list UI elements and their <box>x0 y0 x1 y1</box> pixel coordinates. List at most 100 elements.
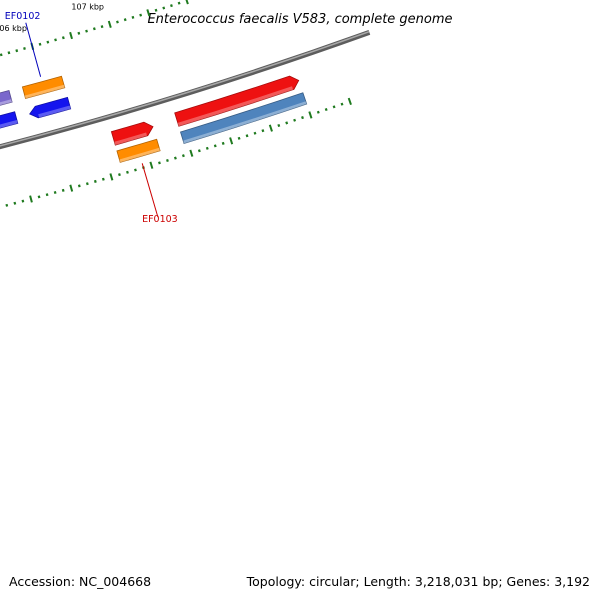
accession-text: Accession: NC_004668 <box>9 574 151 589</box>
outer-scale-tick <box>285 121 289 125</box>
backbone-arc <box>0 30 371 150</box>
gene-block <box>21 75 66 99</box>
outer-scale-tick <box>301 116 304 120</box>
inner-scale-tick <box>146 9 151 17</box>
inner-scale-tick <box>77 31 81 35</box>
feature-f6 <box>21 75 72 119</box>
inner-scale-tick <box>154 8 158 12</box>
outer-scale-tick <box>229 137 234 145</box>
inner-scale-tick <box>46 40 50 44</box>
feature-f8 <box>174 75 308 144</box>
inner-scale-tick <box>85 29 88 33</box>
inner-scale-tick <box>92 27 96 31</box>
outer-scale-tick <box>101 177 105 181</box>
outer-scale-tick <box>245 134 249 138</box>
gene-block <box>0 90 13 106</box>
inner-scale-tick <box>185 0 189 5</box>
outer-scale-tick <box>340 102 344 106</box>
outer-scale-tick <box>308 111 313 119</box>
gene-block <box>180 92 308 144</box>
outer-scale-tick <box>253 131 257 135</box>
feature-f5 <box>0 90 19 129</box>
outer-scale-tick <box>213 144 217 148</box>
gene-highlight <box>0 99 13 106</box>
outer-scale-tick <box>61 188 65 192</box>
cds-arrow <box>174 75 300 127</box>
backbone-highlight <box>0 30 370 147</box>
outer-scale-tick <box>118 173 121 177</box>
outer-scale-tick <box>85 182 89 186</box>
inner-scale-tick <box>7 51 11 55</box>
outer-scale-tick <box>261 129 265 133</box>
inner-scale-tick <box>61 36 65 40</box>
outer-scale-tick <box>173 156 177 160</box>
gene-highlight <box>24 84 65 99</box>
inner-scale-tick <box>170 4 173 8</box>
outer-scale-tick <box>237 136 241 140</box>
scale-ticks <box>0 0 352 209</box>
gene-highlight <box>119 147 161 163</box>
inner-scale-tick <box>131 15 135 19</box>
cds-arrow <box>29 96 72 119</box>
outer-scale-tick <box>37 195 41 199</box>
gene-highlight <box>183 101 307 144</box>
outer-scale-tick <box>181 154 185 158</box>
scale-label: 107 kbp <box>71 2 104 11</box>
inner-scale-tick <box>116 20 119 24</box>
inner-scale-tick <box>15 49 19 53</box>
cds-highlight <box>0 120 18 129</box>
outer-scale-tick <box>189 149 194 157</box>
outer-scale-tick <box>126 170 129 174</box>
outer-scale-tick <box>324 108 328 112</box>
map-title: Enterococcus faecalis V583, complete gen… <box>147 12 452 27</box>
outer-scale-tick <box>45 193 49 197</box>
topology-text: Topology: circular; Length: 3,218,031 bp… <box>246 574 590 589</box>
inner-scale-tick <box>162 6 166 10</box>
outer-scale-tick <box>205 146 209 150</box>
outer-scale-tick <box>268 124 273 132</box>
outer-scale-tick <box>77 184 81 188</box>
cds-highlight <box>38 105 71 118</box>
outer-scale-tick <box>221 141 225 145</box>
outer-scale-tick <box>29 195 33 203</box>
label-leader <box>141 163 159 218</box>
feature-tracks <box>0 75 308 163</box>
inner-scale-tick <box>123 18 127 22</box>
scale-label: 106 kbp <box>0 24 27 33</box>
cds-arrow <box>110 121 154 146</box>
cds-highlight <box>177 86 294 127</box>
outer-scale-tick <box>149 161 154 169</box>
outer-scale-tick <box>158 161 161 165</box>
outer-scale-tick <box>134 168 137 172</box>
outer-scale-tick <box>166 158 169 163</box>
inner-scale-tick <box>23 47 26 50</box>
backbone-ring <box>0 30 371 150</box>
outer-scale-tick <box>13 201 17 205</box>
inner-scale-tick <box>107 20 112 28</box>
outer-scale-tick <box>316 110 320 114</box>
outer-scale-tick <box>5 203 9 207</box>
outer-scale-tick <box>109 173 114 181</box>
outer-scale-tick <box>293 118 297 122</box>
feature-f7 <box>110 121 161 163</box>
outer-scale-tick <box>21 199 25 203</box>
outer-scale-tick <box>93 179 97 183</box>
gene-label-f7: EF0103 <box>142 214 178 225</box>
inner-scale-tick <box>0 53 3 57</box>
outer-scale-tick <box>347 97 352 106</box>
outer-scale-tick <box>69 184 74 192</box>
outer-scale-tick <box>332 105 336 109</box>
gene-block <box>116 138 161 163</box>
inner-scale-tick <box>139 13 143 17</box>
label-leader <box>25 22 42 77</box>
inner-scale-tick <box>69 31 73 40</box>
gene-label-f6: EF0102 <box>5 11 41 22</box>
cds-arrow <box>0 111 19 129</box>
outer-scale-tick <box>53 190 57 195</box>
inner-scale-tick <box>177 1 181 5</box>
outer-scale-tick <box>277 123 281 128</box>
cds-highlight <box>114 132 147 146</box>
inner-scale-tick <box>38 42 42 46</box>
